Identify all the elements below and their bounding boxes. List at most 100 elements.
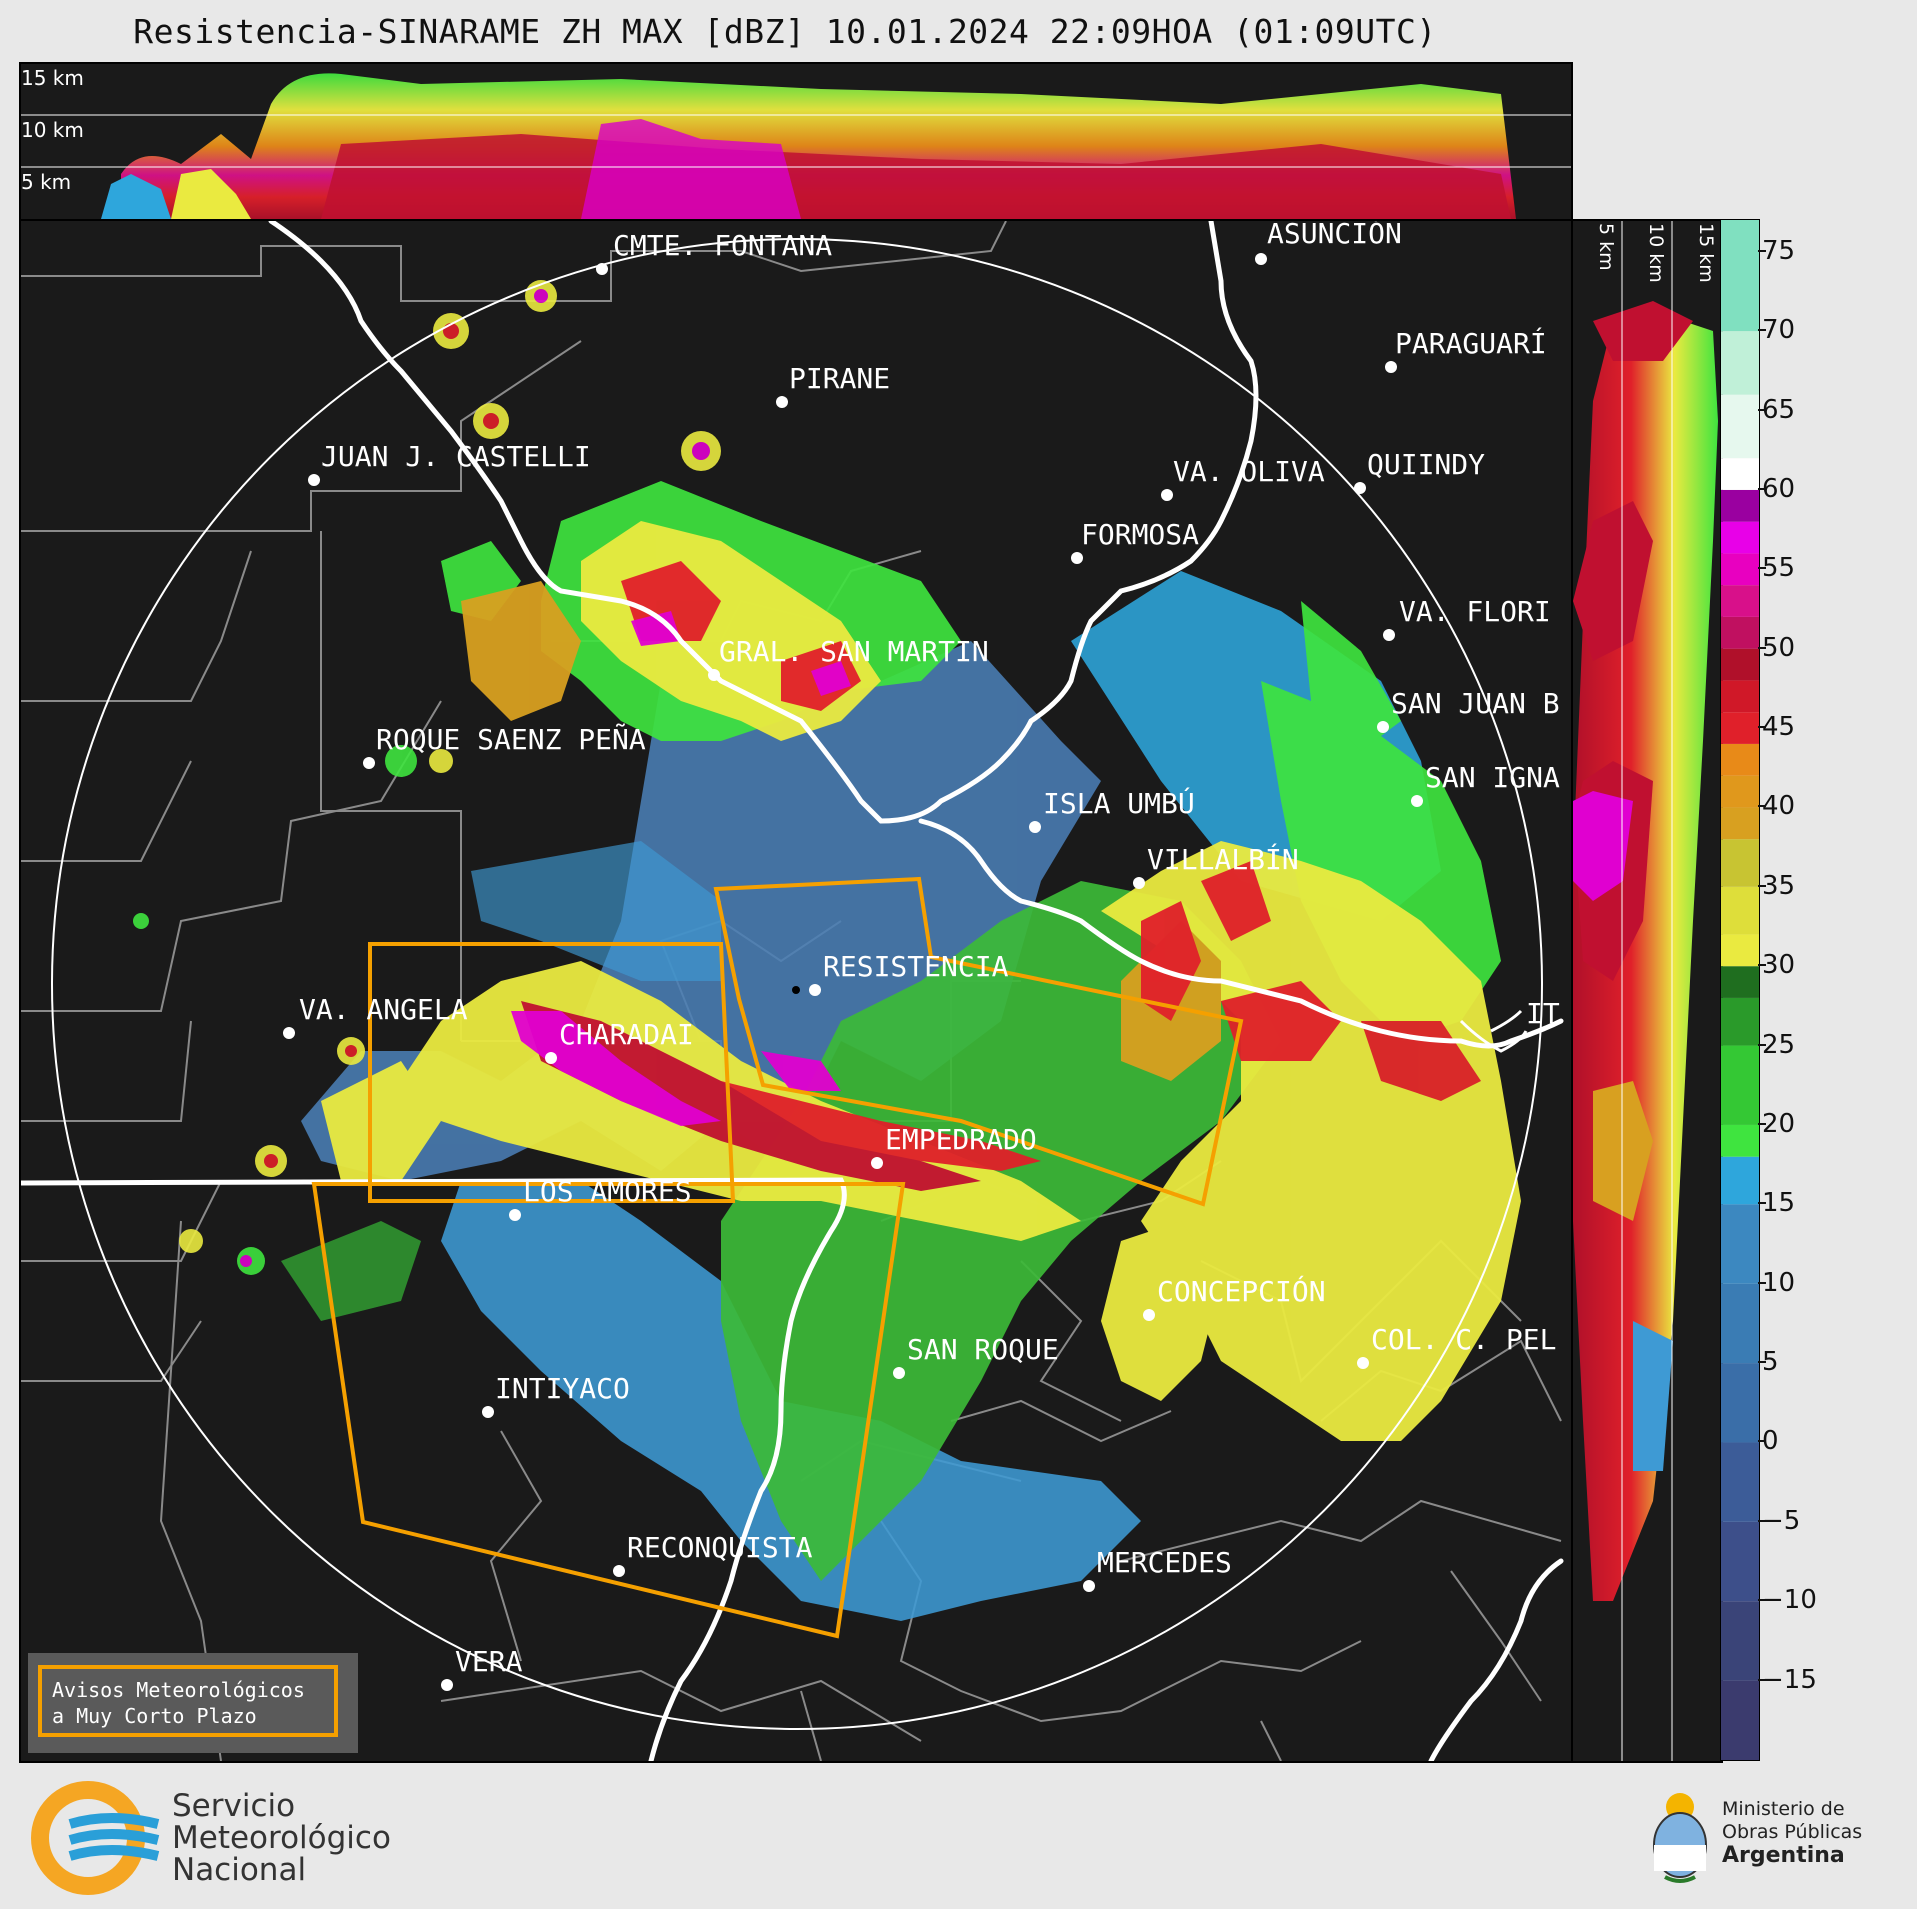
- colorbar-tick-label: −15: [1762, 1664, 1817, 1695]
- side-cross-section-panel: 5 km 10 km 15 km: [1571, 219, 1723, 1763]
- colorbar-tick-mark: [1758, 1361, 1766, 1364]
- city-dot: [308, 474, 320, 486]
- colorbar-tick-mark: [1758, 249, 1766, 252]
- colorbar-segment: [1721, 839, 1759, 887]
- city-label-san-juan-b: SAN JUAN B: [1391, 687, 1560, 720]
- colorbar-segment: [1721, 521, 1759, 554]
- radar-map[interactable]: CMTE. FONTANA ASUNCIÓN PARAGUARÍ PIRANE …: [19, 219, 1573, 1763]
- height-label-5km: 5 km: [21, 170, 72, 194]
- colorbar-tick-label: 25: [1762, 1029, 1796, 1060]
- city-label-charadai: CHARADAI: [559, 1018, 694, 1051]
- ministry-line-2: Obras Públicas: [1722, 1821, 1863, 1843]
- colorbar-segment: [1721, 1363, 1759, 1443]
- city-label-vera: VERA: [455, 1645, 523, 1678]
- legend-line-1: Avisos Meteorológicos: [52, 1678, 305, 1702]
- top-cross-section-panel: 15 km 10 km 5 km: [19, 62, 1573, 221]
- colorbar-tick-label: 15: [1762, 1188, 1796, 1219]
- city-label-va-oliva: VA. OLIVA: [1173, 455, 1325, 488]
- argentina-coat-of-arms-icon: [1645, 1785, 1715, 1889]
- colorbar-tick-mark: [1758, 487, 1766, 490]
- city-label-intiyaco: INTIYACO: [495, 1372, 630, 1405]
- colorbar-tick-label: 70: [1762, 315, 1796, 346]
- colorbar-segment: [1721, 648, 1759, 681]
- colorbar-tick-label: 50: [1762, 632, 1796, 663]
- smn-line-2: Meteorológico: [172, 1820, 391, 1856]
- colorbar-segment: [1721, 934, 1759, 967]
- city-dot: [893, 1367, 905, 1379]
- ministry-line-1: Ministerio de: [1722, 1798, 1845, 1820]
- ministry-logo-text: Ministerio de Obras Públicas Argentina: [1722, 1798, 1862, 1867]
- colorbar-tick-label: 40: [1762, 791, 1796, 822]
- colorbar-tick-mark: [1758, 329, 1766, 332]
- colorbar-segment: [1721, 743, 1759, 776]
- colorbar-tick-label: 65: [1762, 394, 1796, 425]
- colorbar-tick-mark: [1758, 884, 1766, 887]
- colorbar-tick-mark: [1758, 1202, 1766, 1205]
- city-dot: [1071, 552, 1083, 564]
- colorbar-tick-mark: [1758, 1281, 1766, 1284]
- colorbar-segment: [1721, 1045, 1759, 1125]
- city-label-resistencia: RESISTENCIA: [823, 950, 1009, 983]
- colorbar-tick-label: 20: [1762, 1108, 1796, 1139]
- city-label-va-florida: VA. FLORI: [1399, 595, 1551, 628]
- city-dot: [1143, 1309, 1155, 1321]
- city-dot: [596, 263, 608, 275]
- colorbar-segment: [1721, 553, 1759, 586]
- city-dot: [1377, 721, 1389, 733]
- city-dot: [871, 1157, 883, 1169]
- colorbar-tick-mark: [1758, 1599, 1766, 1602]
- city-dot: [1354, 482, 1366, 494]
- city-label-quiindy: QUIINDY: [1367, 448, 1486, 481]
- smn-line-3: Nacional: [172, 1852, 307, 1888]
- city-label-cmte-fontana: CMTE. FONTANA: [613, 229, 833, 262]
- colorbar-tick-label: 60: [1762, 473, 1796, 504]
- colorbar-segment: [1721, 886, 1759, 935]
- colorbar-tick-mark: [1758, 408, 1766, 411]
- colorbar-tick-label: 30: [1762, 950, 1796, 981]
- colorbar-segment: [1721, 1204, 1759, 1284]
- colorbar-tick-mark: [1758, 1122, 1766, 1125]
- colorbar-segment: [1721, 1156, 1759, 1205]
- colorbar-segment: [1721, 997, 1759, 1046]
- city-label-reconquista: RECONQUISTA: [627, 1531, 813, 1564]
- city-label-empedrado: EMPEDRADO: [885, 1123, 1037, 1156]
- colorbar-tick-mark: [1758, 805, 1766, 808]
- city-label-concepcion: CONCEPCIÓN: [1157, 1275, 1326, 1308]
- colorbar-segment: [1721, 1680, 1759, 1760]
- colorbar-tick-mark: [1758, 567, 1766, 570]
- city-dot: [613, 1565, 625, 1577]
- colorbar-segment: [1721, 616, 1759, 649]
- city-dot: [1357, 1357, 1369, 1369]
- colorbar-tick-mark: [1758, 1519, 1766, 1522]
- city-label-isla-umbu: ISLA UMBÚ: [1043, 787, 1195, 820]
- city-label-pirane: PIRANE: [789, 362, 891, 395]
- city-dot: [1383, 629, 1395, 641]
- colorbar-segment: [1721, 331, 1759, 395]
- colorbar-tick-label: 0: [1762, 1426, 1779, 1457]
- smn-logo: [30, 1780, 170, 1904]
- city-label-it: IT: [1526, 997, 1560, 1030]
- colorbar-tick-label: 75: [1762, 235, 1796, 266]
- colorbar-tick-mark: [1758, 726, 1766, 729]
- city-dot: [809, 984, 821, 996]
- colorbar-tick-label: −10: [1762, 1585, 1817, 1616]
- height-label-10km: 10 km: [21, 118, 84, 142]
- side-height-label-15km: 15 km: [1695, 223, 1717, 283]
- radar-site-marker: [792, 986, 800, 994]
- colorbar-segment: [1721, 966, 1759, 998]
- city-label-roque-saenz-pena: ROQUE SAENZ PEÑA: [376, 723, 646, 756]
- colorbar-segment: [1721, 394, 1759, 459]
- city-dot: [708, 669, 720, 681]
- colorbar-segment: [1721, 775, 1759, 808]
- colorbar-segment: [1721, 680, 1759, 713]
- city-label-col-c-pel: COL. C. PEL: [1371, 1323, 1557, 1356]
- side-height-label-5km: 5 km: [1595, 223, 1617, 271]
- colorbar-tick-mark: [1758, 964, 1766, 967]
- city-dot: [545, 1052, 557, 1064]
- city-dot: [1133, 877, 1145, 889]
- map-title: Resistencia-SINARAME ZH MAX [dBZ] 10.01.…: [133, 12, 1437, 51]
- city-label-paraguari: PARAGUARÍ: [1395, 327, 1547, 360]
- city-label-asuncion: ASUNCIÓN: [1267, 219, 1402, 250]
- city-label-va-angela: VA. ANGELA: [299, 993, 468, 1026]
- city-label-san-roque: SAN ROQUE: [907, 1333, 1059, 1366]
